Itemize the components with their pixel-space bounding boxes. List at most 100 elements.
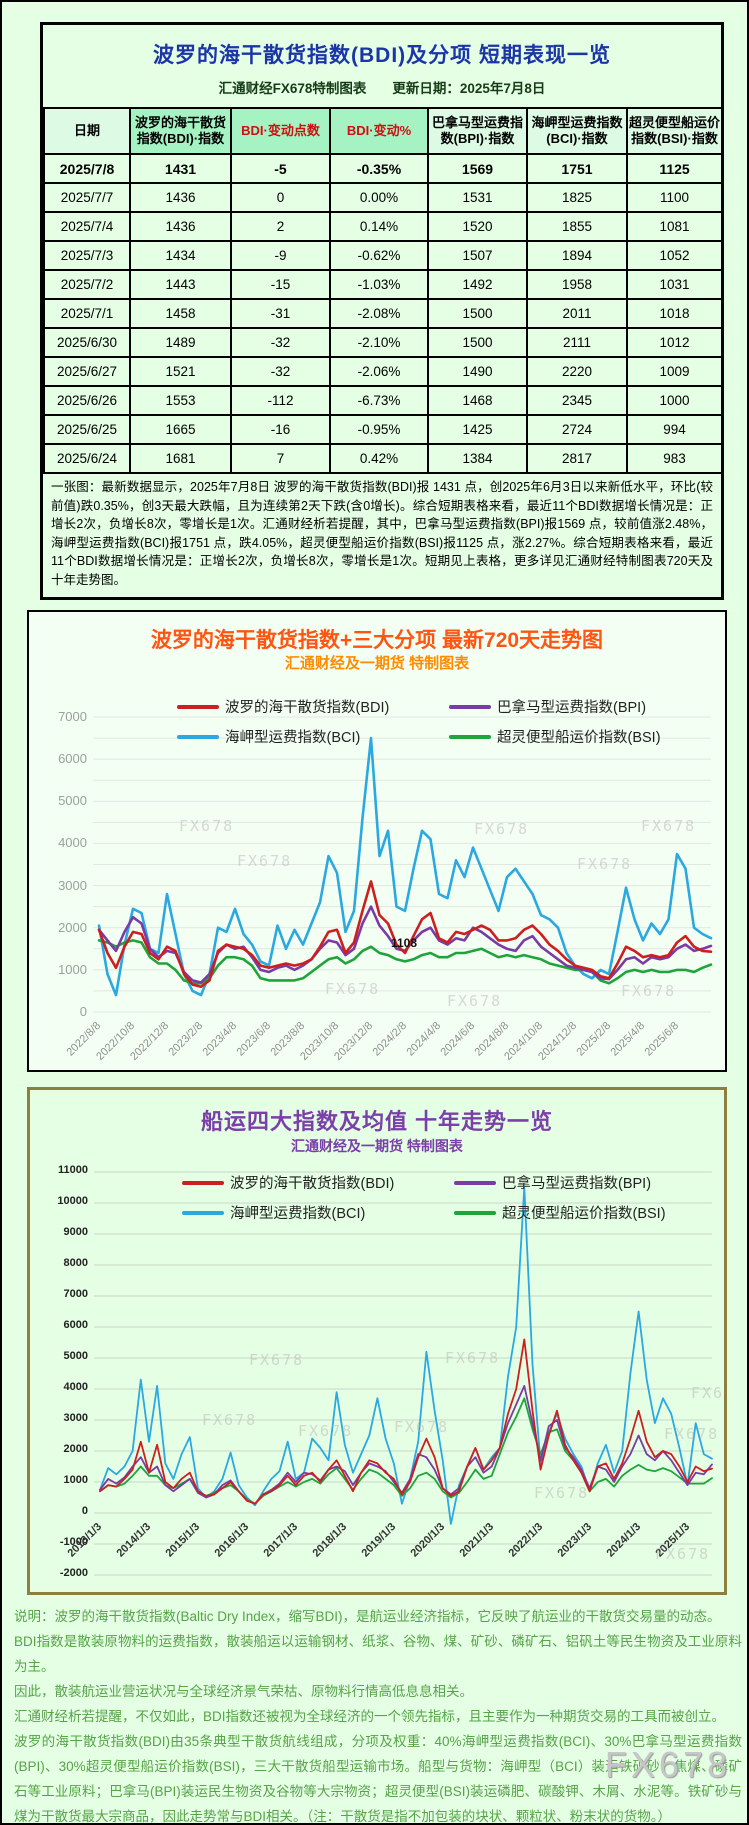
table-row: 2025/7/7 1436 0 0.00% 1531 1825 1100 [43, 182, 723, 213]
cell: -0.62% [329, 240, 429, 271]
fx678-watermark: FX678 [604, 1744, 731, 1785]
cell: 1012 [626, 327, 723, 358]
fx678-watermark: FX678 [577, 855, 633, 873]
chart-legend: 波罗的海干散货指数(BDI) 巴拿马型运费指数(BPI) 海岬型运费指数(BCI) 超… [177, 696, 661, 747]
table-row: 2025/7/1 1458 -31 -2.08% 1500 2011 1018 [43, 298, 723, 329]
fx678-watermark: FX678 [325, 980, 381, 998]
cell: 1443 [129, 269, 232, 300]
cell: 1751 [526, 153, 628, 184]
column-header: 巴拿马型运费指数(BPI)·指数 [427, 107, 528, 155]
cell: 2025/7/2 [43, 269, 131, 300]
fx678-watermark: FX678 [249, 1351, 305, 1369]
data-label: 1108 [391, 936, 418, 951]
cell: 2345 [526, 385, 628, 416]
cell: 1958 [526, 269, 628, 300]
legend-line-swatch [449, 704, 491, 709]
column-header: 海岬型运费指数(BCI)·指数 [526, 107, 628, 155]
chart1-plot [93, 716, 713, 1013]
cell: 2111 [526, 327, 628, 358]
y-tick-label: 11000 [58, 1164, 88, 1176]
cell: 1681 [129, 443, 232, 474]
cell: 0.14% [329, 211, 429, 242]
cell: 1431 [129, 153, 232, 184]
y-tick-label: -2000 [59, 1567, 88, 1579]
cell: 1425 [427, 414, 528, 445]
y-tick-label: 2000 [63, 1443, 88, 1455]
cell: -15 [230, 269, 331, 300]
cell: 2011 [526, 298, 628, 329]
y-tick-label: 0 [81, 1505, 88, 1517]
legend-label: 海岬型运费指数(BCI) [230, 1206, 366, 1222]
legend-label: 波罗的海干散货指数(BDI) [225, 700, 390, 716]
y-tick-label: 6000 [58, 751, 87, 767]
series-line [99, 1338, 713, 1505]
legend-line-swatch [454, 1180, 496, 1185]
cell: -16 [230, 414, 331, 445]
legend-line-swatch [182, 1180, 224, 1185]
chart2-panel: 船运四大指数及均值 十年走势一览 汇通财经及一期货 特制图表 波罗的海干散货指数… [27, 1087, 727, 1595]
cell: 1569 [427, 153, 528, 184]
y-tick-label: 10000 [57, 1195, 88, 1207]
cell: -2.08% [329, 298, 429, 329]
legend-item: 海岬型运费指数(BCI) [177, 726, 449, 747]
cell: 1100 [626, 182, 723, 213]
cell: 1489 [129, 327, 232, 358]
series-line [99, 1186, 713, 1525]
legend-item: 巴拿马型运费指数(BPI) [449, 696, 661, 717]
cell: 7 [230, 443, 331, 474]
legend-item: 超灵便型船运价指数(BSI) [449, 726, 661, 747]
table-subtitle: 汇通财经FX678特制图表 更新日期：2025年7月8日 [43, 77, 721, 97]
fx678-watermark: FX678 [474, 820, 530, 838]
cell: 1500 [427, 298, 528, 329]
y-tick-label: 5000 [63, 1350, 88, 1362]
legend-line-swatch [177, 704, 219, 709]
update-date: 更新日期：2025年7月8日 [392, 81, 546, 96]
chart2-title: 船运四大指数及均值 十年走势一览 [200, 1109, 554, 1134]
footer-notes: 说明：波罗的海干散货指数(Baltic Dry Index，缩写BDI)，是航运… [14, 1604, 742, 1824]
cell: 1825 [526, 182, 628, 213]
table-row: 2025/6/26 1553 -112 -6.73% 1468 2345 1000 [43, 385, 723, 416]
cell: 0.00% [329, 182, 429, 213]
column-header: BDI·变动点数 [230, 107, 331, 155]
cell: 1458 [129, 298, 232, 329]
legend-label: 超灵便型船运价指数(BSI) [502, 1206, 666, 1222]
y-tick-label: 0 [79, 1004, 87, 1019]
cell: 2025/7/7 [43, 182, 131, 213]
cell: 0.42% [329, 443, 429, 474]
footer-line: 波罗的海干散货指数(BDI)由35条典型干散货航线组成，分项及权重：40%海岬型… [14, 1734, 742, 1824]
cell: 1520 [427, 211, 528, 242]
table-body: 2025/7/8 1431 -5 -0.35% 1569 1751 1125 2025/7/7… [43, 153, 723, 474]
legend-label: 巴拿马型运费指数(BPI) [497, 700, 647, 716]
cell: 1125 [626, 153, 723, 184]
legend-item: 海岬型运费指数(BCI) [182, 1202, 454, 1223]
cell: 994 [626, 414, 723, 445]
chart1-panel: 波罗的海干散货指数+三大分项 最新720天走势图 汇通财经及一期货 特制图表 波… [27, 610, 727, 1072]
y-tick-label: 1000 [63, 1474, 88, 1486]
table-row: 2025/7/4 1436 2 0.14% 1520 1855 1081 [43, 211, 723, 242]
chart1-title: 波罗的海干散货指数+三大分项 最新720天走势图 [150, 629, 604, 652]
footer-line: BDI指数是散装原物料的运费指数，散装船运以运输钢材、纸浆、谷物、煤、矿砂、磷矿… [14, 1634, 742, 1674]
cell: -9 [230, 240, 331, 271]
legend-item: 波罗的海干散货指数(BDI) [182, 1172, 454, 1193]
cell: 2025/6/25 [43, 414, 131, 445]
cell: -2.06% [329, 356, 429, 387]
cell: 0 [230, 182, 331, 213]
chart1-subtitle: 汇通财经及一期货 特制图表 [284, 655, 470, 672]
table-row: 2025/7/3 1434 -9 -0.62% 1507 1894 1052 [43, 240, 723, 271]
cell: 1531 [427, 182, 528, 213]
cell: 2025/6/24 [43, 443, 131, 474]
cell: 1434 [129, 240, 232, 271]
series-line [99, 1384, 713, 1505]
chart2-plot [94, 1171, 713, 1576]
cell: -31 [230, 298, 331, 329]
cell: 1490 [427, 356, 528, 387]
cell: 2220 [526, 356, 628, 387]
cell: 1000 [626, 385, 723, 416]
column-header: 波罗的海干散货指数(BDI)·指数 [129, 107, 232, 155]
y-tick-label: -1000 [59, 1536, 88, 1548]
cell: 2025/7/1 [43, 298, 131, 329]
y-tick-label: 5000 [58, 793, 87, 809]
fx678-watermark: FX678 [691, 1384, 725, 1402]
fx678-watermark: FX678 [394, 1418, 450, 1436]
